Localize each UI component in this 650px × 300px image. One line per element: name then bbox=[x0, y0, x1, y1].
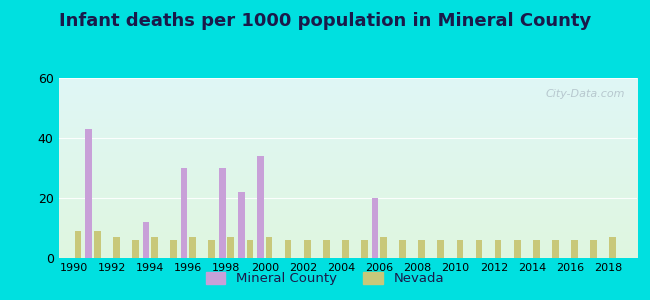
Bar bbox=[132, 240, 138, 258]
Bar bbox=[75, 231, 81, 258]
Bar bbox=[94, 231, 101, 258]
Bar bbox=[571, 240, 578, 258]
Bar bbox=[219, 168, 226, 258]
Bar bbox=[238, 192, 244, 258]
Bar bbox=[181, 168, 187, 258]
Legend: Mineral County, Nevada: Mineral County, Nevada bbox=[200, 266, 450, 290]
Bar bbox=[590, 240, 597, 258]
Bar bbox=[342, 240, 348, 258]
Bar bbox=[227, 237, 234, 258]
Bar bbox=[552, 240, 559, 258]
Bar bbox=[419, 240, 425, 258]
Bar bbox=[285, 240, 291, 258]
Bar bbox=[372, 198, 378, 258]
Bar bbox=[189, 237, 196, 258]
Bar bbox=[246, 240, 254, 258]
Bar bbox=[323, 240, 330, 258]
Bar bbox=[304, 240, 311, 258]
Bar bbox=[380, 237, 387, 258]
Bar bbox=[533, 240, 540, 258]
Bar bbox=[399, 240, 406, 258]
Bar bbox=[209, 240, 215, 258]
Bar bbox=[266, 237, 272, 258]
Bar bbox=[85, 129, 92, 258]
Bar bbox=[514, 240, 521, 258]
Bar bbox=[609, 237, 616, 258]
Bar bbox=[113, 237, 120, 258]
Bar bbox=[476, 240, 482, 258]
Bar bbox=[257, 156, 264, 258]
Bar bbox=[437, 240, 444, 258]
Text: City-Data.com: City-Data.com bbox=[546, 89, 625, 99]
Text: Infant deaths per 1000 population in Mineral County: Infant deaths per 1000 population in Min… bbox=[59, 12, 591, 30]
Bar bbox=[456, 240, 463, 258]
Bar bbox=[142, 222, 150, 258]
Bar bbox=[151, 237, 158, 258]
Bar bbox=[495, 240, 501, 258]
Bar bbox=[361, 240, 368, 258]
Bar bbox=[170, 240, 177, 258]
